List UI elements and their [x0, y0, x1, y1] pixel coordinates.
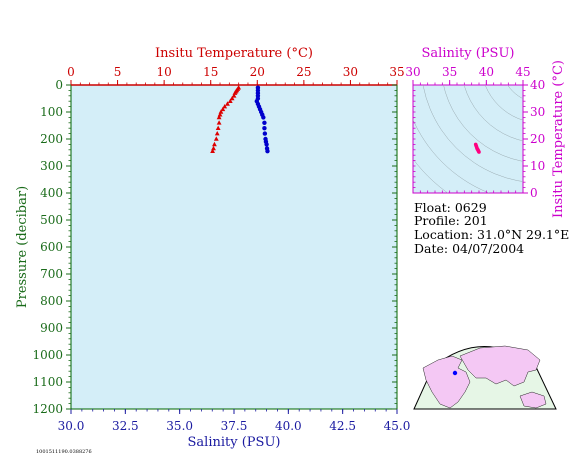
salinity-tick-label: 32.5	[112, 419, 139, 433]
pressure-tick-label: 600	[40, 240, 63, 254]
pressure-tick-label: 1000	[32, 348, 63, 362]
pressure-tick-label: 900	[40, 321, 63, 335]
pressure-tick-label: 200	[40, 132, 63, 146]
salinity-tick-label: 30.0	[58, 419, 85, 433]
pressure-tick-label: 1100	[32, 375, 63, 389]
pressure-tick-label: 700	[40, 267, 63, 281]
map-land-asia	[459, 345, 541, 387]
pressure-tick-label: 400	[40, 186, 63, 200]
pressure-axis-ticks: 0 100 200 300 400 500 600 700 800 900 1000 1100 1200	[32, 78, 397, 416]
pressure-axis-title: Pressure (decibar)	[15, 186, 30, 308]
ts-salinity-title: Salinity (PSU)	[422, 46, 515, 61]
temperature-point	[225, 101, 230, 106]
ts-temperature-tick-label: 0	[530, 186, 538, 200]
ts-temperature-tick-label: 30	[530, 105, 545, 119]
temperature-tick-label: 35	[389, 65, 404, 79]
temperature-point	[213, 136, 219, 141]
ts-salinity-tick-label: 40	[479, 65, 494, 79]
date: Date: 04/07/2004	[414, 241, 524, 256]
pressure-tick-label: 500	[40, 213, 63, 227]
temperature-tick-label: 10	[157, 65, 172, 79]
float-location-marker	[452, 370, 458, 376]
ts-salinity-tick-label: 35	[442, 65, 457, 79]
ts-temperature-tick-label: 10	[530, 159, 545, 173]
profile-number: Profile: 201	[414, 213, 488, 228]
salinity-point	[262, 131, 268, 136]
temperature-point	[220, 106, 226, 112]
salinity-point	[264, 142, 269, 147]
ts-series	[473, 142, 481, 154]
temperature-tick-label: 15	[203, 65, 218, 79]
pressure-tick-label: 1200	[32, 402, 63, 416]
salinity-point	[262, 126, 267, 131]
salinity-point	[265, 148, 270, 154]
temperature-point	[215, 125, 221, 130]
salinity-tick-label: 37.5	[221, 419, 248, 433]
temperature-tick-label: 5	[114, 65, 122, 79]
ts-plot-area	[412, 84, 524, 194]
temperature-point	[214, 131, 220, 136]
temperature-point	[216, 120, 222, 125]
temperature-tick-label: 25	[296, 65, 311, 79]
map-land-australia	[519, 391, 547, 409]
ts-point	[477, 150, 481, 154]
salinity-tick-label: 42.5	[329, 419, 356, 433]
temperature-tick-label: 20	[250, 65, 265, 79]
temperature-point	[231, 93, 237, 98]
temperature-point	[227, 98, 233, 103]
ts-temperature-title: Insitu Temperature (°C)	[551, 60, 566, 218]
temperature-tick-label: 30	[343, 65, 358, 79]
pressure-tick-label: 0	[55, 78, 63, 92]
temperature-axis-title: Insitu Temperature (°C)	[155, 46, 313, 61]
world-map	[413, 345, 557, 410]
profile-plot-area	[70, 84, 398, 410]
footer-id: 1001511190.0388276	[36, 449, 92, 455]
map-land-europe-africa	[422, 355, 471, 409]
salinity-point	[262, 120, 267, 126]
ts-salinity-tick-label: 45	[515, 65, 530, 79]
salinity-point	[261, 115, 266, 120]
float-info: Float: 0629 Profile: 201 Location: 31.0°…	[414, 200, 569, 256]
salinity-tick-label: 35.0	[166, 419, 193, 433]
pressure-tick-label: 300	[40, 159, 63, 173]
ts-temperature-ticks: 0 10 20 30 40	[413, 78, 545, 200]
ts-temperature-tick-label: 40	[530, 78, 545, 92]
temperature-point	[216, 114, 222, 120]
location: Location: 31.0°N 29.1°E	[414, 227, 569, 242]
salinity-tick-label: 45.0	[384, 419, 411, 433]
pressure-tick-label: 100	[40, 105, 63, 119]
pressure-tick-label: 800	[40, 294, 63, 308]
profile-plot: 0 5 10 15 20 25 30 35 30.0 32.5 35.0 37.5 40.0 42.5 4…	[15, 46, 410, 450]
ts-temperature-tick-label: 20	[530, 132, 545, 146]
salinity-axis-title: Salinity (PSU)	[188, 435, 281, 450]
ts-salinity-ticks: 30 35 40 45	[405, 65, 531, 193]
temperature-tick-label: 0	[67, 65, 75, 79]
float-id: Float: 0629	[414, 200, 487, 215]
salinity-axis-ticks: 30.0 32.5 35.0 37.5 40.0 42.5 45.0	[58, 409, 411, 433]
temperature-axis-ticks: 0 5 10 15 20 25 30 35	[67, 65, 405, 85]
temperature-point	[222, 104, 228, 109]
ts-salinity-tick-label: 30	[405, 65, 420, 79]
temperature-point	[210, 148, 215, 153]
profile-series	[210, 85, 270, 154]
salinity-tick-label: 40.0	[275, 419, 302, 433]
temperature-point	[212, 141, 217, 147]
temperature-point	[229, 95, 235, 101]
